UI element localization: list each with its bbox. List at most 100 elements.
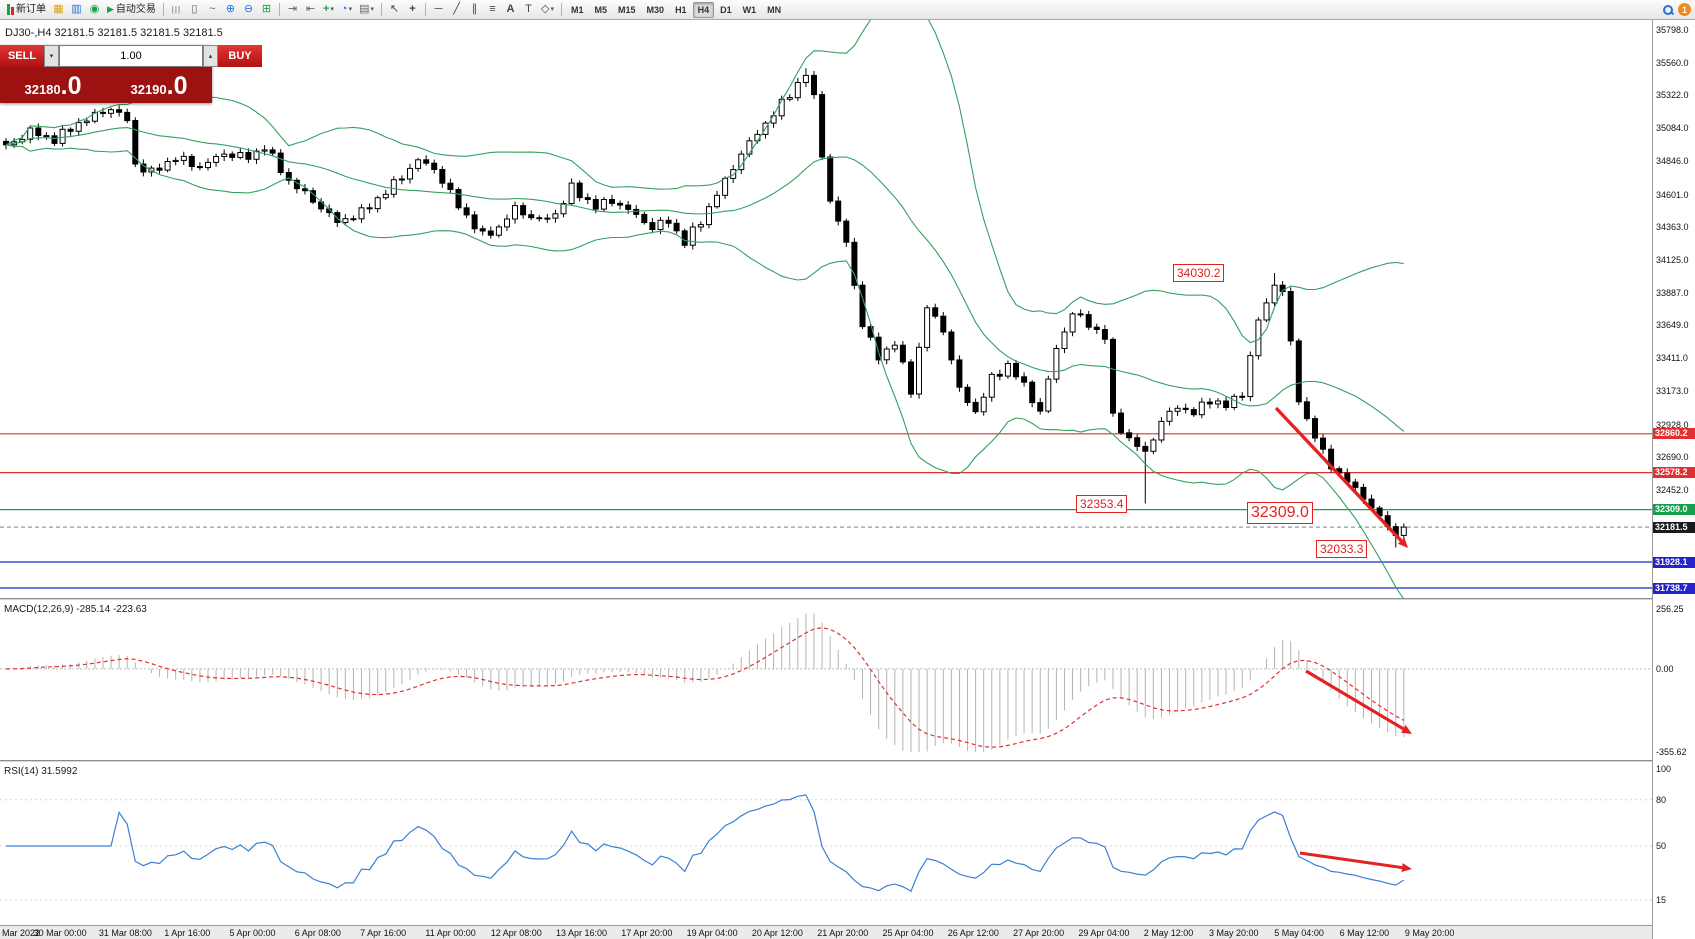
panel-resize-handle[interactable] bbox=[0, 598, 1652, 601]
timeframe-w1-button[interactable]: W1 bbox=[742, 4, 757, 15]
main-chart-panel[interactable] bbox=[0, 20, 1652, 598]
clock-icon: ◔ bbox=[340, 3, 348, 15]
price-tick: 32690.0 bbox=[1656, 452, 1689, 463]
timeframe-d1-button[interactable]: D1 bbox=[720, 4, 732, 15]
timeframe-m30-button[interactable]: M30 bbox=[646, 4, 665, 15]
timeframe-mn-button[interactable]: MN bbox=[767, 4, 782, 15]
cursor-tool-icon[interactable]: ↖ bbox=[389, 3, 400, 15]
time-tick: 29 Apr 04:00 bbox=[1078, 928, 1130, 938]
macd-label: MACD(12,26,9) -285.14 -223.63 bbox=[4, 604, 147, 615]
trend-arrow bbox=[1299, 851, 1412, 872]
price-tick: 33887.0 bbox=[1656, 287, 1689, 298]
new-order-icon bbox=[7, 4, 14, 15]
candlestick-chart-icon[interactable]: ▯ bbox=[191, 3, 198, 15]
price-tick: 34363.0 bbox=[1656, 222, 1689, 233]
main-toolbar: 新订单 ▦ ▥ ◉ ▶ 自动交易 ||| ▯ ~ ⊕ ⊖ ⊞ ⇥ ⇤ + ▾ ◔… bbox=[0, 0, 1695, 20]
rsi-axis-tick: 80 bbox=[1656, 794, 1667, 805]
notification-badge[interactable]: 1 bbox=[1678, 3, 1691, 16]
horizontal-line-tool-icon[interactable]: ─ bbox=[434, 3, 443, 15]
price-tick: 33173.0 bbox=[1656, 385, 1689, 396]
timeframe-m1-button[interactable]: M1 bbox=[571, 4, 584, 15]
rsi-label: RSI(14) 31.5992 bbox=[4, 766, 78, 777]
rsi-axis-tick: 15 bbox=[1656, 894, 1667, 905]
history-center-icon[interactable]: ▦ bbox=[53, 3, 64, 15]
volume-decrease-button[interactable]: ▾ bbox=[44, 45, 59, 67]
time-tick: 6 Apr 08:00 bbox=[294, 928, 341, 938]
zoom-out-icon[interactable]: ⊖ bbox=[243, 3, 254, 15]
indicators-button[interactable]: + ▾ bbox=[320, 1, 337, 18]
chart-shift-icon[interactable]: ⇤ bbox=[305, 3, 316, 15]
search-button[interactable] bbox=[1659, 1, 1677, 18]
time-tick: 19 Apr 04:00 bbox=[686, 928, 738, 938]
time-tick: 11 Apr 00:00 bbox=[425, 928, 476, 938]
time-tick: 31 Mar 08:00 bbox=[98, 928, 152, 938]
trendline-tool-icon[interactable]: ╱ bbox=[453, 3, 460, 15]
time-tick: 9 May 20:00 bbox=[1404, 928, 1455, 938]
bar-chart-icon[interactable]: ||| bbox=[171, 4, 182, 14]
buy-price[interactable]: 32190.0 bbox=[106, 67, 212, 103]
time-tick: 5 Apr 00:00 bbox=[229, 928, 276, 938]
macd-axis-tick: -355.62 bbox=[1656, 747, 1687, 757]
auto-trading-label: 自动交易 bbox=[115, 3, 156, 15]
macd-indicator-panel[interactable] bbox=[0, 601, 1652, 760]
line-chart-icon[interactable]: ~ bbox=[209, 3, 216, 15]
price-tick: 35560.0 bbox=[1656, 57, 1689, 68]
timeframe-m5-button[interactable]: M5 bbox=[594, 4, 608, 15]
chevron-down-icon: ▾ bbox=[550, 6, 554, 13]
rsi-axis-tick: 50 bbox=[1656, 841, 1667, 851]
time-tick: 2 May 12:00 bbox=[1143, 928, 1194, 938]
price-tick: 35798.0 bbox=[1656, 25, 1689, 35]
time-tick: 30 Mar 00:00 bbox=[33, 928, 87, 938]
fibonacci-tool-icon[interactable]: ≡ bbox=[489, 3, 496, 15]
rsi-indicator-panel[interactable] bbox=[0, 763, 1652, 925]
sell-price-pips: .0 bbox=[60, 72, 82, 100]
shapes-tool-icon[interactable]: ◇ ▾ bbox=[538, 1, 557, 18]
price-badge: 32181.5 bbox=[1653, 521, 1695, 533]
annotation-wick-low[interactable]: 32353.4 bbox=[1076, 495, 1128, 513]
volume-increase-button[interactable]: ▴ bbox=[203, 45, 218, 67]
auto-scroll-icon[interactable]: ⇥ bbox=[287, 3, 298, 15]
volume-input[interactable] bbox=[59, 45, 203, 67]
periods-button[interactable]: ◔ ▾ bbox=[338, 1, 355, 18]
crosshair-tool-icon[interactable]: + bbox=[409, 3, 416, 15]
sell-price[interactable]: 32180.0 bbox=[0, 67, 106, 103]
price-badge: 32578.2 bbox=[1653, 467, 1695, 479]
time-tick: 26 Apr 12:00 bbox=[947, 928, 999, 938]
label-tool-icon[interactable]: T bbox=[525, 3, 532, 15]
panel-resize-handle[interactable] bbox=[0, 760, 1652, 763]
annotation-swing-low[interactable]: 32033.3 bbox=[1316, 540, 1368, 558]
templates-button[interactable]: ▤ ▾ bbox=[356, 1, 377, 18]
sell-button[interactable]: SELL bbox=[0, 45, 44, 67]
new-order-button[interactable]: 新订单 bbox=[4, 1, 49, 18]
horizontal-level-lines bbox=[0, 433, 1652, 589]
sell-price-main: 32180 bbox=[24, 82, 61, 97]
macd-histogram bbox=[13, 613, 1405, 752]
time-axis[interactable]: Mar 2022 30 Mar 00:00 31 Mar 08:00 1 Apr 16… bbox=[0, 925, 1652, 939]
annotation-support-level[interactable]: 32309.0 bbox=[1247, 502, 1313, 524]
channel-tool-icon[interactable]: ∥ bbox=[471, 3, 478, 15]
tile-windows-icon[interactable]: ⊞ bbox=[261, 3, 272, 15]
price-axis[interactable]: 35798.0 35560.0 35322.0 35084.0 34846.0 34601… bbox=[1652, 20, 1695, 939]
bollinger-upper bbox=[5, 20, 1404, 344]
annotation-high-price[interactable]: 34030.2 bbox=[1173, 264, 1225, 282]
auto-trading-button[interactable]: ▶ 自动交易 bbox=[104, 1, 159, 18]
timeframe-m15-button[interactable]: M15 bbox=[618, 4, 636, 15]
chevron-down-icon: ▾ bbox=[330, 6, 334, 13]
text-tool-icon[interactable]: A bbox=[506, 3, 515, 15]
time-tick: Mar 2022 bbox=[2, 928, 41, 938]
price-badge: 32860.2 bbox=[1653, 428, 1695, 440]
one-click-trading-panel: SELL ▾ ▴ BUY 32180.0 32190.0 bbox=[0, 45, 262, 103]
time-tick: 12 Apr 08:00 bbox=[490, 928, 542, 938]
price-tick: 35084.0 bbox=[1656, 123, 1689, 134]
zoom-in-icon[interactable]: ⊕ bbox=[225, 3, 236, 15]
bollinger-lower bbox=[5, 144, 1404, 598]
timeframe-h4-button[interactable]: H4 bbox=[692, 1, 715, 18]
time-tick: 21 Apr 20:00 bbox=[817, 928, 869, 938]
shapes-icon: ◇ bbox=[541, 3, 550, 15]
timeframe-h1-button[interactable]: H1 bbox=[675, 4, 687, 15]
price-tick: 34125.0 bbox=[1656, 255, 1689, 265]
buy-button[interactable]: BUY bbox=[218, 45, 262, 67]
navigator-icon[interactable]: ◉ bbox=[89, 3, 100, 15]
price-badge: 31928.1 bbox=[1653, 556, 1695, 568]
market-watch-icon[interactable]: ▥ bbox=[71, 3, 82, 15]
